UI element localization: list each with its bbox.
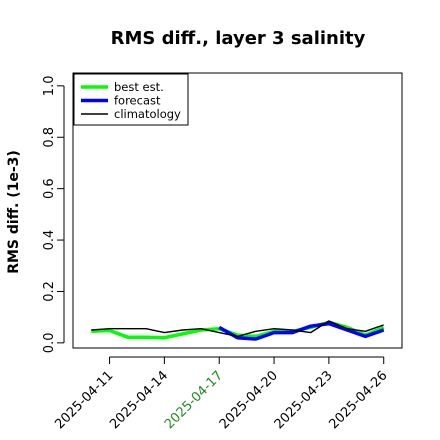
x-tick-label: 2025-04-20 [217, 368, 281, 432]
series-line-best-est- [91, 320, 385, 340]
y-tick-label: 0.2 [42, 281, 57, 302]
y-axis-label: RMS diff. (1e-3) [6, 150, 22, 274]
y-tick-label: 0.0 [42, 333, 57, 354]
y-tick-label: 0.8 [42, 127, 57, 148]
plot-frame [72, 72, 403, 349]
chart-title: RMS diff., layer 3 salinity [111, 28, 366, 49]
x-tick-label: 2025-04-11 [52, 368, 116, 432]
legend-label: forecast [114, 94, 161, 108]
series-line-climatology [91, 320, 384, 338]
x-tick-label: 2025-04-17 [162, 368, 226, 432]
x-tick-label: 2025-04-23 [272, 368, 336, 432]
legend-label: best est. [114, 80, 164, 94]
y-tick-label: 0.6 [42, 178, 57, 199]
y-tick-label: 1.0 [42, 76, 57, 97]
series-line-forecast [218, 321, 385, 341]
x-axis: 2025-04-112025-04-142025-04-172025-04-20… [52, 356, 391, 432]
series-layer [91, 320, 385, 341]
x-tick-label: 2025-04-26 [327, 368, 391, 432]
y-axis: 0.0 0.2 0.4 0.6 0.8 1.0 [42, 76, 65, 354]
y-tick-label: 0.4 [42, 230, 57, 251]
x-tick-label: 2025-04-14 [107, 368, 171, 432]
legend-label: climatology [114, 107, 181, 121]
